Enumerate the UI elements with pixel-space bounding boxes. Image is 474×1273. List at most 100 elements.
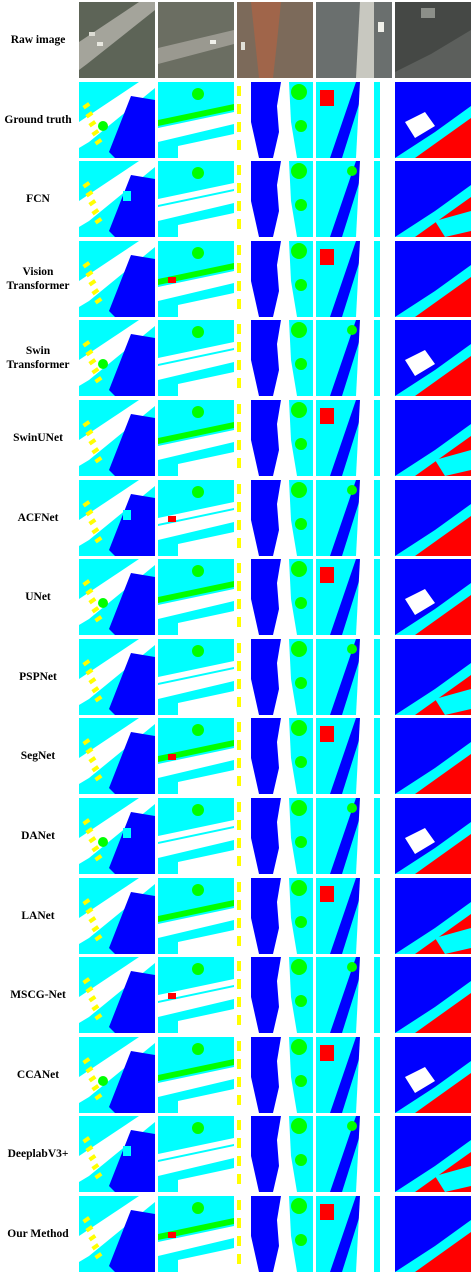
row-lanet: LANet xyxy=(0,877,474,955)
row-label: Raw image xyxy=(10,34,66,46)
segmentation-map-tile-1 xyxy=(79,81,155,158)
segmentation-map-tile-3 xyxy=(237,877,313,954)
segmentation-map-tile-3 xyxy=(237,81,313,158)
segmentation-map-tile-5 xyxy=(395,400,471,476)
segmentation-map-tile-5 xyxy=(395,161,471,238)
row-label: DANet xyxy=(21,830,55,842)
row-label: MSCG-Net xyxy=(10,989,66,1002)
row-swinunet: SwinUNet xyxy=(0,399,474,477)
row-fcn: FCN xyxy=(0,160,474,238)
segmentation-map-tile-1 xyxy=(79,638,155,715)
segmentation-map-tile-5 xyxy=(395,1036,471,1113)
segmentation-map-tile-1 xyxy=(79,240,155,317)
segmentation-map-tile-5 xyxy=(395,798,471,874)
row-label: CCANet xyxy=(16,1068,60,1081)
segmentation-map-tile-1 xyxy=(79,161,155,238)
row-raw-image: Raw image xyxy=(0,1,474,79)
row-label: Our Method xyxy=(7,1228,69,1240)
raw-image-tile-5 xyxy=(395,2,471,78)
segmentation-map-tile-3 xyxy=(237,559,313,636)
segmentation-map-tile-5 xyxy=(395,559,471,636)
raw-image-tile-2 xyxy=(158,2,234,78)
segmentation-map-tile-5 xyxy=(395,1116,471,1193)
segmentation-map-tile-2 xyxy=(158,1196,234,1272)
segmentation-map-tile-4 xyxy=(316,479,392,556)
row-vision-transformer: Vision Transformer xyxy=(0,240,474,318)
segmentation-map-tile-2 xyxy=(158,161,234,238)
segmentation-map-tile-1 xyxy=(79,1116,155,1193)
segmentation-map-tile-3 xyxy=(237,638,313,715)
segmentation-map-tile-5 xyxy=(395,320,471,397)
segmentation-map-tile-4 xyxy=(316,1116,392,1193)
segmentation-map-tile-5 xyxy=(395,877,471,954)
segmentation-map-tile-2 xyxy=(158,718,234,795)
segmentation-map-tile-1 xyxy=(79,1036,155,1113)
segmentation-map-tile-1 xyxy=(79,957,155,1034)
segmentation-map-tile-5 xyxy=(395,1196,471,1272)
segmentation-map-tile-2 xyxy=(158,877,234,954)
row-label: DeeplabV3+ xyxy=(7,1148,69,1161)
row-label: FCN xyxy=(26,193,50,206)
segmentation-map-tile-3 xyxy=(237,957,313,1034)
segmentation-map-tile-4 xyxy=(316,798,392,874)
segmentation-map-tile-3 xyxy=(237,1036,313,1113)
row-unet: UNet xyxy=(0,558,474,636)
segmentation-map-tile-3 xyxy=(237,479,313,556)
row-label: SegNet xyxy=(20,750,56,763)
segmentation-map-tile-2 xyxy=(158,240,234,317)
row-danet: DANet xyxy=(0,797,474,875)
segmentation-map-tile-1 xyxy=(79,559,155,636)
segmentation-map-tile-3 xyxy=(237,1196,313,1272)
row-label: Swin Transformer xyxy=(6,345,70,372)
segmentation-map-tile-5 xyxy=(395,957,471,1034)
segmentation-map-tile-4 xyxy=(316,559,392,636)
segmentation-map-tile-2 xyxy=(158,798,234,874)
segmentation-map-tile-3 xyxy=(237,798,313,874)
segmentation-map-tile-2 xyxy=(158,559,234,636)
row-ccanet: CCANet xyxy=(0,1036,474,1114)
segmentation-map-tile-4 xyxy=(316,400,392,476)
row-segnet: SegNet xyxy=(0,717,474,795)
segmentation-map-tile-3 xyxy=(237,718,313,795)
row-pspnet: PSPNet xyxy=(0,638,474,716)
segmentation-map-tile-3 xyxy=(237,320,313,397)
segmentation-map-tile-5 xyxy=(395,638,471,715)
segmentation-map-tile-4 xyxy=(316,161,392,238)
raw-image-tile-1 xyxy=(79,2,155,78)
row-label: SwinUNet xyxy=(13,432,63,444)
segmentation-map-tile-4 xyxy=(316,1196,392,1272)
segmentation-map-tile-4 xyxy=(316,877,392,954)
segmentation-map-tile-5 xyxy=(395,718,471,795)
segmentation-map-tile-2 xyxy=(158,1116,234,1193)
row-acfnet: ACFNet xyxy=(0,479,474,557)
segmentation-map-tile-1 xyxy=(79,718,155,795)
segmentation-map-tile-2 xyxy=(158,400,234,476)
segmentation-map-tile-1 xyxy=(79,400,155,476)
segmentation-map-tile-1 xyxy=(79,479,155,556)
row-ground-truth: Ground truth xyxy=(0,81,474,159)
segmentation-map-tile-5 xyxy=(395,81,471,158)
segmentation-map-tile-3 xyxy=(237,1116,313,1193)
segmentation-map-tile-1 xyxy=(79,877,155,954)
segmentation-map-tile-4 xyxy=(316,718,392,795)
segmentation-map-tile-2 xyxy=(158,1036,234,1113)
segmentation-map-tile-3 xyxy=(237,161,313,238)
segmentation-map-tile-4 xyxy=(316,957,392,1034)
row-mscg-net: MSCG-Net xyxy=(0,956,474,1034)
row-label: ACFNet xyxy=(17,511,59,524)
segmentation-map-tile-4 xyxy=(316,81,392,158)
segmentation-map-tile-2 xyxy=(158,320,234,397)
segmentation-map-tile-3 xyxy=(237,240,313,317)
row-label: PSPNet xyxy=(19,670,57,683)
raw-image-tile-4 xyxy=(316,2,392,78)
segmentation-map-tile-4 xyxy=(316,638,392,715)
segmentation-map-tile-2 xyxy=(158,81,234,158)
row-label: UNet xyxy=(25,591,51,604)
segmentation-map-tile-1 xyxy=(79,320,155,397)
segmentation-map-tile-4 xyxy=(316,240,392,317)
segmentation-map-tile-3 xyxy=(237,400,313,476)
segmentation-map-tile-4 xyxy=(316,320,392,397)
row-our-method: Our Method xyxy=(0,1195,474,1273)
segmentation-map-tile-1 xyxy=(79,1196,155,1272)
